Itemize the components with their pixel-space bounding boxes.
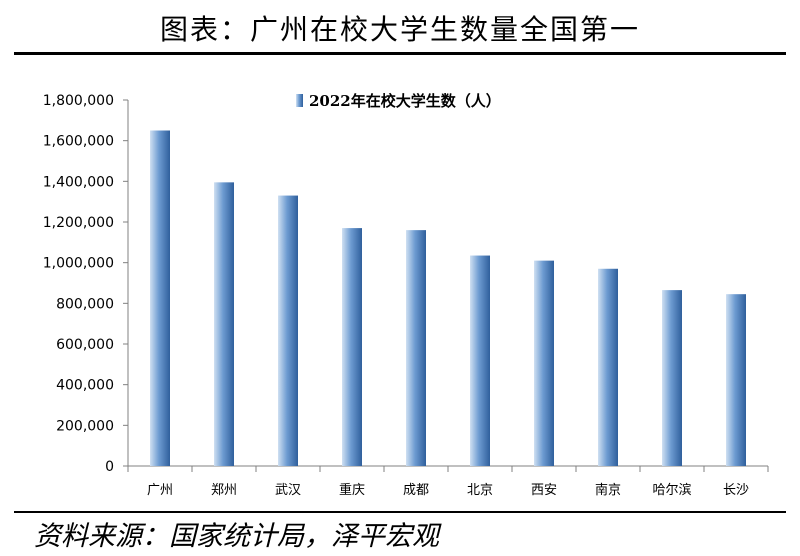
legend-label: 2022年在校大学生数（人） xyxy=(309,92,501,110)
y-tick-label: 600,000 xyxy=(56,337,114,353)
y-tick-label: 1,600,000 xyxy=(43,134,114,150)
title-rule xyxy=(14,52,786,55)
x-tick-label: 南京 xyxy=(595,482,621,498)
bar-1 xyxy=(150,130,170,466)
source-rule xyxy=(14,511,786,513)
legend-swatch xyxy=(296,94,303,107)
bar-7 xyxy=(534,260,554,466)
y-tick-label: 1,200,000 xyxy=(43,215,114,231)
y-tick-label: 0 xyxy=(105,459,114,475)
bar-10 xyxy=(726,294,746,466)
x-tick-label: 广州 xyxy=(147,483,173,498)
x-tick-label: 长沙 xyxy=(723,483,749,498)
chart-bars xyxy=(150,130,746,467)
bar-5 xyxy=(406,230,426,466)
x-tick-label: 哈尔滨 xyxy=(652,482,691,498)
bar-chart: 0 200,000 400,000 600,000 800,000 1,000,000 1,… xyxy=(43,92,769,498)
bar-9 xyxy=(662,290,682,466)
x-tick-label: 西安 xyxy=(531,483,557,498)
bar-2 xyxy=(214,182,234,466)
y-tick-label: 1,000,000 xyxy=(43,256,114,272)
x-tick-label: 北京 xyxy=(467,483,493,498)
chart-axes: 0 200,000 400,000 600,000 800,000 1,000,000 1,… xyxy=(43,93,769,498)
x-tick-label: 郑州 xyxy=(211,483,237,498)
bar-4 xyxy=(342,228,362,466)
bar-3 xyxy=(278,195,298,467)
y-tick-label: 800,000 xyxy=(56,296,114,312)
bar-6 xyxy=(470,255,490,466)
chart-title: 图表：广州在校大学生数量全国第一 xyxy=(159,13,640,46)
bar-8 xyxy=(598,268,618,466)
y-tick-label: 200,000 xyxy=(56,418,114,434)
x-tick-label: 成都 xyxy=(403,483,429,498)
y-tick-label: 1,800,000 xyxy=(43,93,114,109)
y-tick-label: 400,000 xyxy=(56,378,114,394)
x-tick-label: 武汉 xyxy=(275,483,301,498)
chart-legend: 2022年在校大学生数（人） xyxy=(296,92,501,110)
y-tick-label: 1,400,000 xyxy=(43,174,114,190)
source-note: 资料来源：国家统计局，泽平宏观 xyxy=(34,521,439,552)
x-tick-label: 重庆 xyxy=(339,482,365,498)
